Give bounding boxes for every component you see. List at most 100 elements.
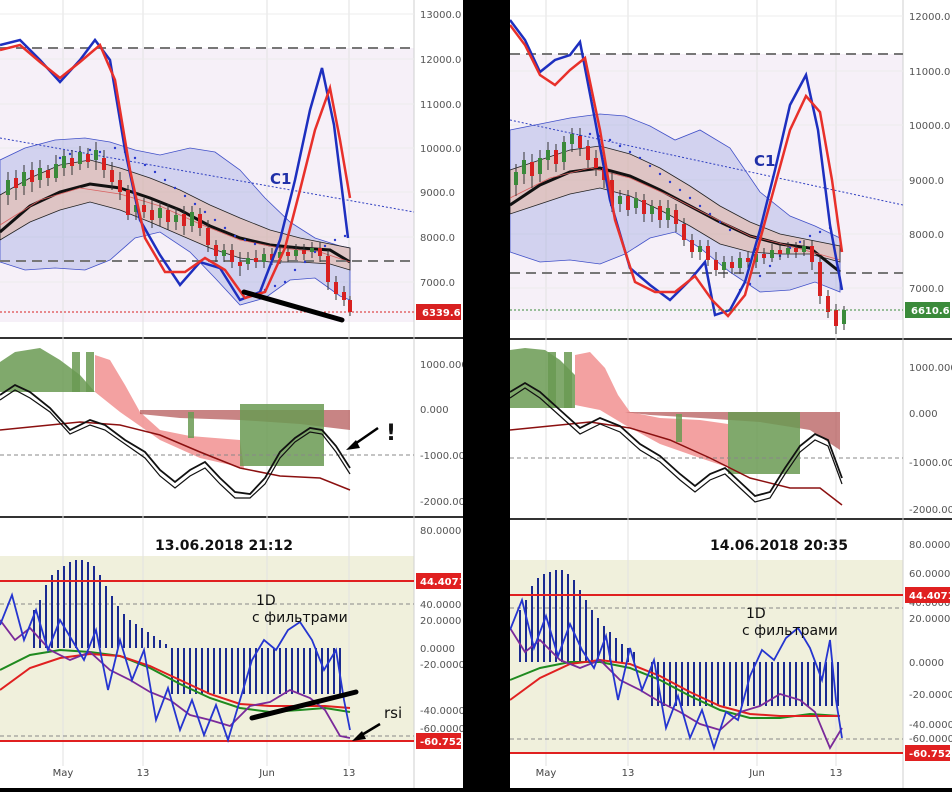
rsi-tick-label: -60.0000 [909,734,952,745]
candle-body [826,296,830,312]
candle-body [214,245,218,256]
candle-body [778,250,782,254]
indicator-dot [668,180,672,184]
time-axis-label: Jun [748,768,765,779]
price-tick-label: 12000.0 [909,12,950,23]
price-tick-label: 9000.0 [420,188,455,199]
rsi-tick-label: 80.0000 [420,526,461,537]
indicator-dot [588,132,592,136]
indicator-dot [818,230,822,234]
drawn-arrow-head [346,440,360,450]
candle-body [770,250,774,258]
indicator-dot [133,156,137,160]
subpanel-separator [0,337,463,339]
rsi-blue-line [509,597,843,751]
candle-body [46,170,50,178]
candle-body [658,206,662,220]
rsi-green-line [509,661,841,719]
rsi-tick-label: 0.0000 [909,658,944,669]
indicator-dot [293,268,297,272]
candle-body [326,256,330,282]
candle-body [642,200,646,214]
indicator-dot [183,194,187,198]
candle-body [650,206,654,214]
indicator-dot [223,226,227,230]
candle-body [158,208,162,218]
candle-body [562,142,566,162]
osc-green-stripe [188,412,194,438]
candle-body [302,250,306,254]
candle-body [730,262,734,268]
candle-body [30,170,34,182]
candle-body [318,248,322,256]
time-axis-label: 13 [622,768,635,779]
candle-body [570,134,574,144]
note-line-1: 1D [746,606,766,622]
candle-body [634,198,638,208]
candle-body [94,150,98,160]
osc-green-stripe [72,352,80,392]
price-tick-label: 7000.0 [420,278,455,289]
candle-body [794,248,798,252]
candle-body [586,146,590,160]
candle-body [610,180,614,206]
osc-green-stripe [564,352,572,408]
candle-body [554,150,558,164]
price-tick-label: 10000.0 [909,121,950,132]
last-price-value: 6610.6 [911,306,950,317]
osc-tick-label: 0.000 [909,409,938,420]
candle-body [818,262,822,296]
indicator-dot [728,228,732,232]
candle-body [802,246,806,252]
candle-body [102,158,106,170]
price-tick-label: 8000.0 [909,230,944,241]
thin-average-line [509,167,841,261]
indicator-dot [698,204,702,208]
candle-body [626,196,630,210]
indicator-dot [193,202,197,206]
candle-body [538,158,542,174]
rsi-arrow-head [352,731,366,741]
last-price-tag [905,302,950,318]
candle-body [70,158,74,166]
osc-dark-red-line [0,421,351,491]
upper-level-value: 44.4071 [909,591,952,602]
candle-body [22,172,26,186]
lower-level-value: -60.7527 [909,749,952,760]
timestamp-label: 13.06.2018 21:12 [155,538,293,554]
candle-body [618,196,622,204]
candle-body [666,208,670,220]
moving-average-line [0,182,351,264]
rsi-zone-shade [510,560,903,752]
indicator-dot [333,238,337,242]
candle-body [126,190,130,215]
indicator-dot [718,220,722,224]
candle-body [514,172,518,185]
candle-body [522,160,526,174]
indicator-dot [98,150,102,154]
osc-tick-label: -2000.000 [909,505,952,516]
candle-body [6,180,10,195]
osc-tick-label: 0.000 [420,405,449,416]
rsi-tick-label: -60.0000 [420,724,465,735]
osc-red-area [575,352,730,468]
candle-body [578,136,582,148]
note-line-2: с фильтрами [742,623,838,639]
candle-body [834,310,838,326]
indicator-dot [648,164,652,168]
indicator-dot [58,156,62,160]
indicator-dot [113,146,117,150]
candle-body [134,205,138,212]
time-axis-label: May [53,768,74,779]
subpanel-separator [510,338,952,340]
candle-body [206,228,210,245]
price-tick-label: 11000.0 [420,100,461,111]
lower-level-tag [905,745,950,761]
osc-black-line-b [0,389,351,499]
indicator-dot [233,234,237,238]
candle-body [62,156,66,168]
osc-green-area [510,348,575,408]
candle-body [334,282,338,294]
screenshot-divider [463,0,510,788]
subpanel-separator [510,518,952,520]
